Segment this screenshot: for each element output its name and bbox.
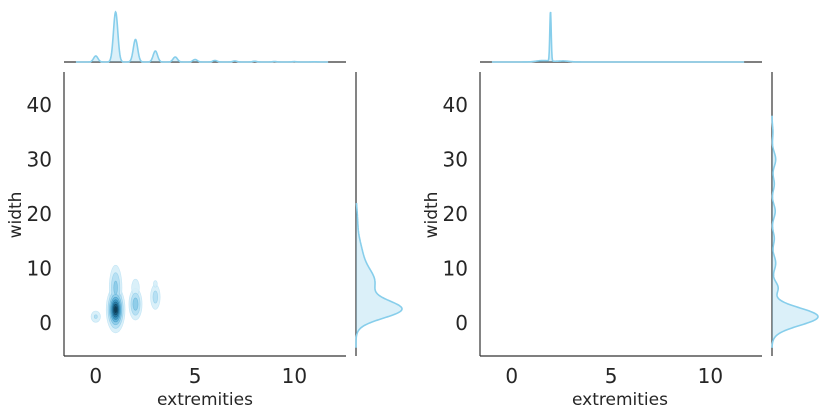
marginal-y-density-line [355, 203, 403, 348]
marginal-x-density-line [491, 11, 745, 63]
jointplot-left: 0 10 20 30 40 0 5 10 extremities width [6, 10, 403, 410]
y-tick-label: 20 [27, 202, 52, 226]
joint-density-contour [152, 290, 159, 304]
x-axis-label-left: extremities [157, 390, 253, 410]
x-tick-label: 5 [189, 364, 202, 388]
marginal-y-density-area [772, 115, 818, 348]
joint-axes-left: 0 10 20 30 40 0 5 10 [27, 72, 346, 388]
joint-density-contour [114, 306, 118, 314]
joint-axes-right: 0 10 20 30 40 0 5 10 [443, 72, 762, 388]
x-tick-label: 5 [605, 364, 618, 388]
marginal-y-density-area [356, 203, 402, 348]
y-axis-label-left: width [6, 192, 26, 239]
x-axis-label-right: extremities [572, 390, 668, 410]
y-tick-label: 30 [27, 147, 52, 171]
y-tick-label: 40 [443, 93, 468, 117]
x-tick-label: 0 [505, 364, 518, 388]
joint-density-contour [132, 297, 139, 311]
x-tick-label: 10 [698, 364, 723, 388]
y-tick-label: 30 [443, 147, 468, 171]
y-tick-label: 20 [443, 202, 468, 226]
joint-density-contour [93, 314, 98, 319]
jointplot-right: 0 10 20 30 40 0 5 10 extremities width [422, 11, 819, 410]
y-tick-label: 10 [27, 257, 52, 281]
marginal-y-right [771, 72, 819, 356]
y-tick-label: 40 [27, 93, 52, 117]
x-tick-label: 0 [89, 364, 102, 388]
marginal-x-left [64, 10, 346, 63]
marginal-x-density-line [75, 10, 329, 63]
marginal-y-left [355, 72, 403, 356]
joint-kde-left [90, 264, 161, 334]
marginal-x-right [480, 11, 762, 63]
y-tick-label: 10 [443, 257, 468, 281]
y-tick-label: 0 [455, 311, 468, 335]
marginal-y-density-line [771, 115, 819, 348]
joint-density-contour [153, 280, 158, 288]
y-axis-label-right: width [422, 192, 442, 239]
y-tick-label: 0 [39, 311, 52, 335]
marginal-x-density-area [491, 12, 745, 62]
x-tick-label: 10 [282, 364, 307, 388]
joint-density-contour [113, 280, 118, 295]
